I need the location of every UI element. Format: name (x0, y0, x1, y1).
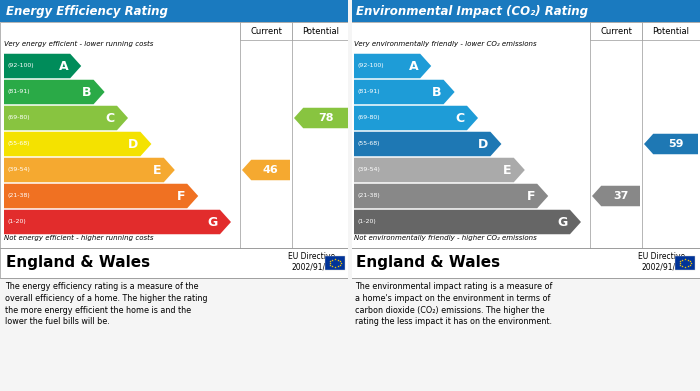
Bar (0, 248, 350, 278)
Polygon shape (4, 132, 151, 156)
Text: (81-91): (81-91) (7, 90, 29, 95)
Polygon shape (354, 106, 478, 130)
Bar (675, 256, 695, 270)
Text: England & Wales: England & Wales (356, 255, 500, 271)
Text: (69-80): (69-80) (357, 115, 379, 120)
Bar (590, 22, 642, 40)
Text: Current: Current (600, 27, 632, 36)
Bar (350, 0, 700, 22)
Bar (348, 0, 352, 391)
Text: F: F (176, 190, 186, 203)
Text: Current: Current (250, 27, 282, 36)
Text: EU Directive
2002/91/EC: EU Directive 2002/91/EC (638, 252, 685, 272)
Text: (21-38): (21-38) (7, 194, 29, 199)
Text: Energy Efficiency Rating: Energy Efficiency Rating (6, 5, 168, 18)
Text: D: D (478, 138, 489, 151)
Text: A: A (59, 59, 68, 72)
Text: G: G (558, 215, 568, 228)
Text: D: D (128, 138, 139, 151)
Polygon shape (354, 184, 548, 208)
Polygon shape (242, 160, 290, 180)
Text: E: E (503, 163, 512, 176)
Text: Not energy efficient - higher running costs: Not energy efficient - higher running co… (4, 235, 153, 241)
Bar (0, 22, 350, 248)
Text: (69-80): (69-80) (7, 115, 29, 120)
Text: (39-54): (39-54) (7, 167, 30, 172)
Bar (350, 248, 700, 278)
Text: EU Directive
2002/91/EC: EU Directive 2002/91/EC (288, 252, 335, 272)
Bar (642, 22, 700, 40)
Text: The environmental impact rating is a measure of
a home's impact on the environme: The environmental impact rating is a mea… (355, 282, 552, 326)
Polygon shape (4, 158, 175, 182)
Text: Environmental Impact (CO₂) Rating: Environmental Impact (CO₂) Rating (356, 5, 588, 18)
Text: Potential: Potential (652, 27, 690, 36)
Polygon shape (354, 132, 501, 156)
Text: (55-68): (55-68) (357, 142, 379, 147)
Text: C: C (456, 111, 465, 124)
Polygon shape (4, 106, 128, 130)
Text: (55-68): (55-68) (7, 142, 29, 147)
Text: Very energy efficient - lower running costs: Very energy efficient - lower running co… (4, 41, 153, 47)
Text: The energy efficiency rating is a measure of the
overall efficiency of a home. T: The energy efficiency rating is a measur… (5, 282, 207, 326)
Polygon shape (354, 210, 581, 234)
Text: Not environmentally friendly - higher CO₂ emissions: Not environmentally friendly - higher CO… (354, 235, 537, 241)
Bar (325, 256, 345, 270)
Text: 59: 59 (668, 139, 683, 149)
Text: Very environmentally friendly - lower CO₂ emissions: Very environmentally friendly - lower CO… (354, 41, 537, 47)
Text: 46: 46 (262, 165, 279, 175)
Polygon shape (354, 158, 525, 182)
Polygon shape (644, 134, 698, 154)
Text: E: E (153, 163, 162, 176)
Polygon shape (4, 54, 81, 78)
Text: (1-20): (1-20) (7, 219, 26, 224)
Text: B: B (432, 86, 442, 99)
Polygon shape (354, 54, 431, 78)
Text: 78: 78 (318, 113, 333, 123)
Bar (350, 22, 700, 248)
Polygon shape (294, 108, 348, 128)
Bar (240, 22, 292, 40)
Text: (92-100): (92-100) (357, 63, 384, 68)
Text: G: G (208, 215, 218, 228)
Text: (92-100): (92-100) (7, 63, 34, 68)
Polygon shape (4, 184, 198, 208)
Text: Potential: Potential (302, 27, 340, 36)
Bar (292, 22, 350, 40)
Text: C: C (106, 111, 115, 124)
Polygon shape (592, 186, 640, 206)
Polygon shape (354, 80, 454, 104)
Text: (39-54): (39-54) (357, 167, 380, 172)
Text: F: F (526, 190, 536, 203)
Polygon shape (4, 80, 104, 104)
Bar (0, 0, 350, 22)
Text: (21-38): (21-38) (357, 194, 379, 199)
Text: England & Wales: England & Wales (6, 255, 150, 271)
Text: A: A (409, 59, 418, 72)
Text: (1-20): (1-20) (357, 219, 376, 224)
Polygon shape (4, 210, 231, 234)
Text: (81-91): (81-91) (357, 90, 379, 95)
Text: 37: 37 (613, 191, 629, 201)
Text: B: B (82, 86, 92, 99)
